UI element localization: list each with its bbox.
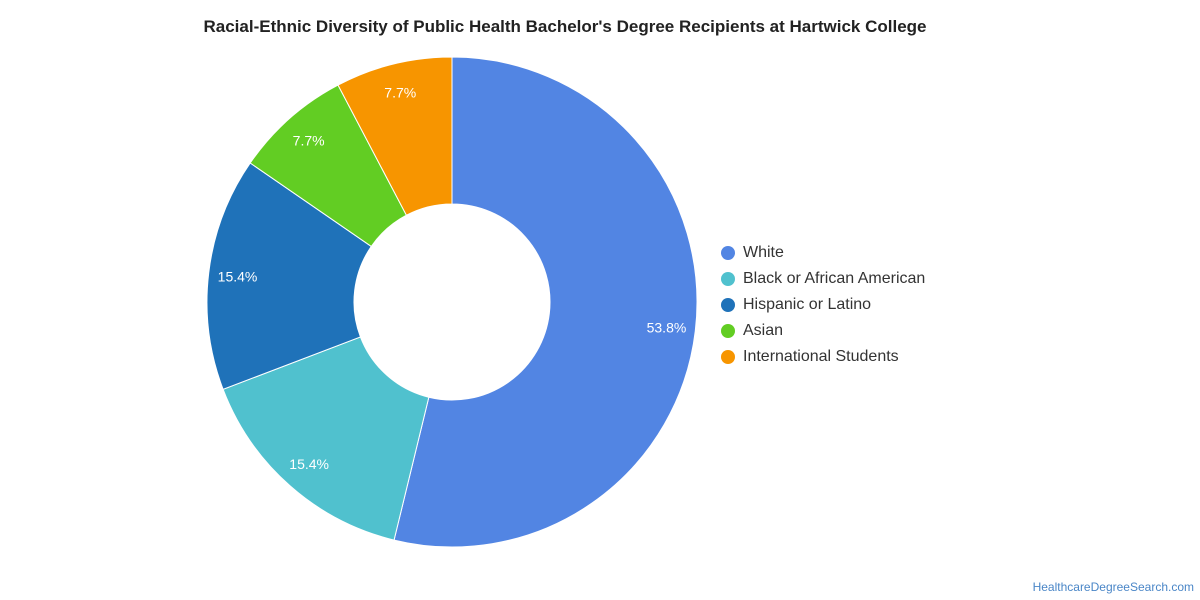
legend-swatch	[721, 350, 735, 364]
legend-item[interactable]: Asian	[721, 318, 925, 344]
slice-label: 7.7%	[293, 132, 325, 148]
slice-label: 15.4%	[289, 456, 329, 472]
slice-black-or-african-american[interactable]	[222, 336, 430, 541]
slice-white[interactable]	[393, 56, 698, 548]
legend-label: Hispanic or Latino	[743, 296, 872, 313]
legend-label: Asian	[743, 322, 784, 339]
slice-label: 7.7%	[384, 84, 416, 100]
source-link[interactable]: HealthcareDegreeSearch.com	[1032, 580, 1194, 594]
legend-label: Black or African American	[743, 270, 926, 287]
slice-international-students[interactable]	[337, 56, 453, 216]
legend-swatch	[721, 246, 735, 260]
chart-legend: White Black or African American Hispanic o…	[721, 240, 925, 370]
legend-item[interactable]: Hispanic or Latino	[721, 292, 925, 318]
legend-swatch	[721, 298, 735, 312]
slice-label: 53.8%	[647, 320, 687, 336]
legend-item[interactable]: Black or African American	[721, 266, 925, 292]
legend-label: International Students	[743, 348, 899, 365]
legend-item[interactable]: International Students	[721, 344, 925, 370]
legend-swatch	[721, 324, 735, 338]
legend-item[interactable]: White	[721, 240, 925, 266]
legend-swatch	[721, 272, 735, 286]
slice-label: 15.4%	[218, 268, 258, 284]
legend-label: White	[743, 244, 784, 261]
slice-hispanic-or-latino[interactable]	[206, 162, 372, 390]
chart-title: Racial-Ethnic Diversity of Public Health…	[203, 17, 927, 36]
